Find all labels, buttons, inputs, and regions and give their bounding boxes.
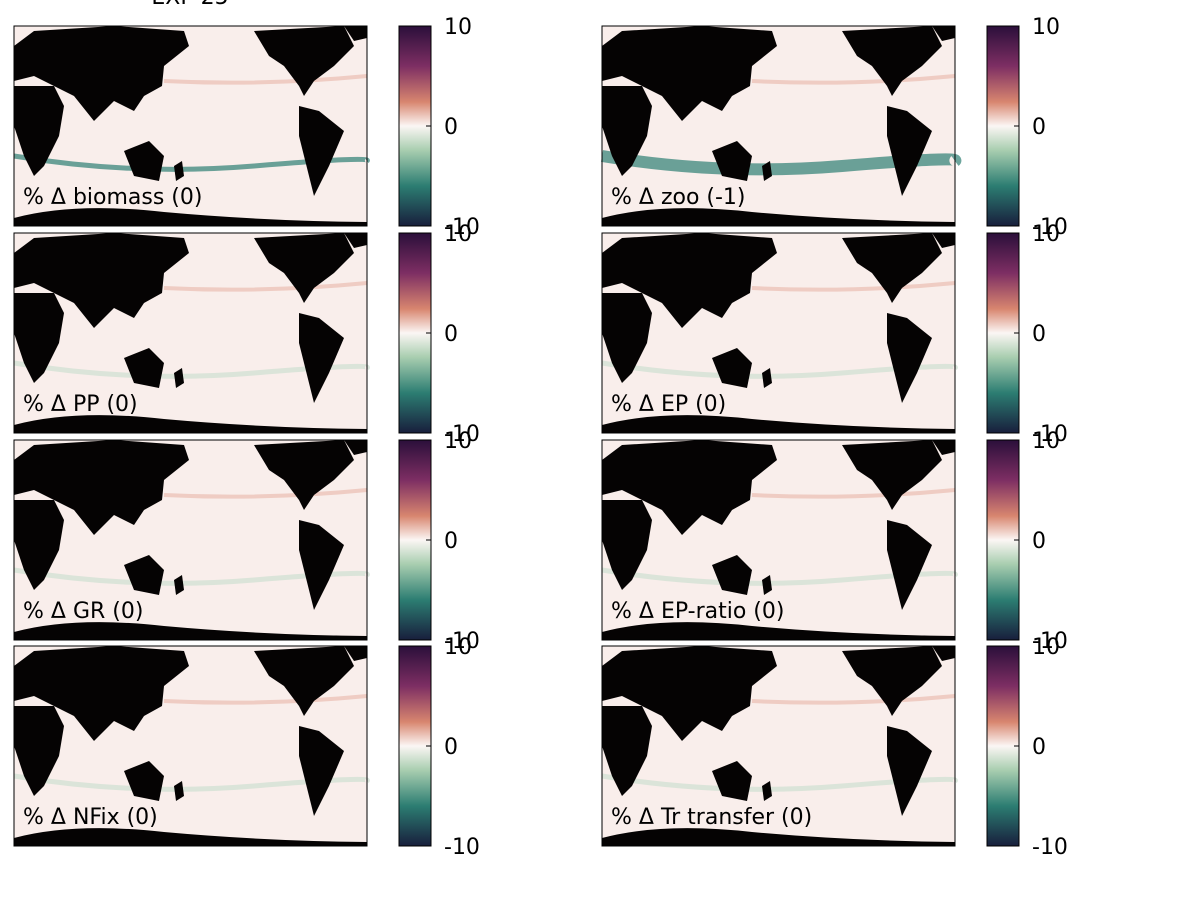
colorbar	[398, 645, 432, 847]
anomaly-band	[751, 694, 956, 705]
panel-label: % Δ NFix (0)	[23, 805, 158, 830]
anomaly-band	[163, 488, 368, 499]
colorbar-tick-label: 10	[1032, 429, 1060, 454]
colorbar-tick-label: 0	[444, 322, 458, 347]
colorbar-tick-label: -10	[444, 215, 480, 240]
colorbar-tick-label: -10	[444, 422, 480, 447]
figure-title: EXP 25	[151, 0, 228, 10]
colorbar-tick-label: 0	[444, 529, 458, 554]
colorbar-tick-label: 0	[444, 735, 458, 760]
colorbar-tick-label: 0	[1032, 529, 1046, 554]
colorbar-tick-label: 10	[444, 635, 472, 660]
colorbar-tick-label: 10	[1032, 222, 1060, 247]
map-panel: % Δ biomass (0)	[13, 25, 370, 227]
panel-frame	[13, 232, 368, 434]
panel-frame	[601, 232, 956, 434]
map-panel: % Δ zoo (-1)	[601, 25, 962, 227]
map-panel: % Δ GR (0)	[13, 439, 370, 641]
colorbar-tick-label: 0	[444, 115, 458, 140]
anomaly-band	[751, 74, 956, 85]
panel-label: % Δ EP (0)	[611, 392, 726, 417]
colorbar-tick-label: -10	[1032, 629, 1068, 654]
colorbar-tick-label: 10	[444, 429, 472, 454]
panel-label: % Δ PP (0)	[23, 392, 138, 417]
colorbar	[986, 25, 1020, 227]
colorbar-tick-label: -10	[1032, 835, 1068, 860]
anomaly-band	[601, 567, 958, 586]
anomaly-band	[751, 488, 956, 499]
colorbar	[986, 232, 1020, 434]
panel-label: % Δ Tr transfer (0)	[611, 805, 812, 830]
map-panel: % Δ EP-ratio (0)	[601, 439, 958, 641]
colorbar-tick-label: 10	[1032, 15, 1060, 40]
anomaly-band	[601, 150, 962, 176]
colorbar-tick-label: 0	[1032, 322, 1046, 347]
map-panel: % Δ NFix (0)	[13, 645, 370, 847]
panel-label: % Δ biomass (0)	[23, 185, 202, 210]
colorbar-tick-label: 10	[1032, 635, 1060, 660]
colorbar-tick-label: -10	[1032, 422, 1068, 447]
anomaly-band	[601, 360, 958, 379]
anomaly-band	[13, 773, 370, 792]
map-panel: % Δ PP (0)	[13, 232, 370, 434]
anomaly-band	[13, 360, 370, 379]
colorbar-tick-label: 10	[444, 222, 472, 247]
anomaly-band	[601, 773, 958, 792]
anomaly-band	[13, 153, 370, 172]
map-panel: % Δ Tr transfer (0)	[601, 645, 958, 847]
colorbar	[986, 439, 1020, 641]
panel-frame	[13, 439, 368, 641]
panel-frame	[601, 25, 956, 227]
colorbar-tick-label: 10	[444, 15, 472, 40]
panel-frame	[13, 645, 368, 847]
panel-label: % Δ zoo (-1)	[611, 185, 746, 210]
panel-frame	[601, 645, 956, 847]
colorbar-tick-label: -10	[444, 629, 480, 654]
anomaly-band	[163, 74, 368, 85]
panel-label: % Δ EP-ratio (0)	[611, 599, 784, 624]
map-panel: % Δ EP (0)	[601, 232, 958, 434]
colorbar	[398, 232, 432, 434]
colorbar-tick-label: 0	[1032, 115, 1046, 140]
colorbar-tick-label: 0	[1032, 735, 1046, 760]
colorbar-tick-label: -10	[1032, 215, 1068, 240]
colorbar	[398, 25, 432, 227]
panel-frame	[601, 439, 956, 641]
colorbar	[398, 439, 432, 641]
colorbar-tick-label: -10	[444, 835, 480, 860]
panel-label: % Δ GR (0)	[23, 599, 143, 624]
anomaly-band	[751, 281, 956, 292]
anomaly-band	[163, 281, 368, 292]
anomaly-band	[13, 567, 370, 586]
anomaly-band	[163, 694, 368, 705]
panel-frame	[13, 25, 368, 227]
